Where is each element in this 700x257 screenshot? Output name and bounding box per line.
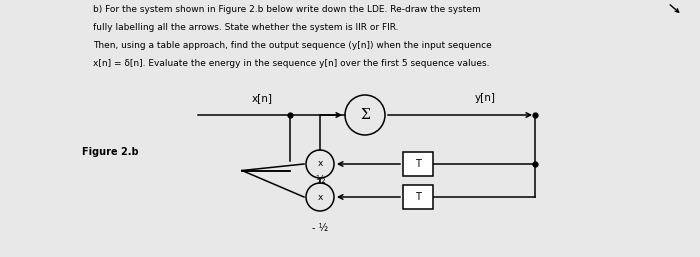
Text: x: x: [317, 192, 323, 201]
Text: x[n] = δ[n]. Evaluate the energy in the sequence y[n] over the first 5 sequence : x[n] = δ[n]. Evaluate the energy in the …: [93, 59, 489, 68]
Text: - ½: - ½: [312, 223, 328, 233]
FancyBboxPatch shape: [403, 185, 433, 209]
Text: Then, using a table approach, find the output sequence (y[n]) when the input seq: Then, using a table approach, find the o…: [93, 41, 491, 50]
Text: T: T: [415, 159, 421, 169]
Text: T: T: [415, 192, 421, 202]
Text: b) For the system shown in Figure 2.b below write down the LDE. Re-draw the syst: b) For the system shown in Figure 2.b be…: [93, 5, 481, 14]
Text: fully labelling all the arrows. State whether the system is IIR or FIR.: fully labelling all the arrows. State wh…: [93, 23, 398, 32]
Text: Figure 2.b: Figure 2.b: [82, 147, 139, 157]
Text: ½: ½: [315, 176, 325, 186]
FancyBboxPatch shape: [403, 152, 433, 176]
Text: y[n]: y[n]: [475, 93, 496, 103]
Text: x[n]: x[n]: [251, 93, 272, 103]
Text: x: x: [317, 160, 323, 169]
Text: Σ: Σ: [360, 108, 370, 122]
